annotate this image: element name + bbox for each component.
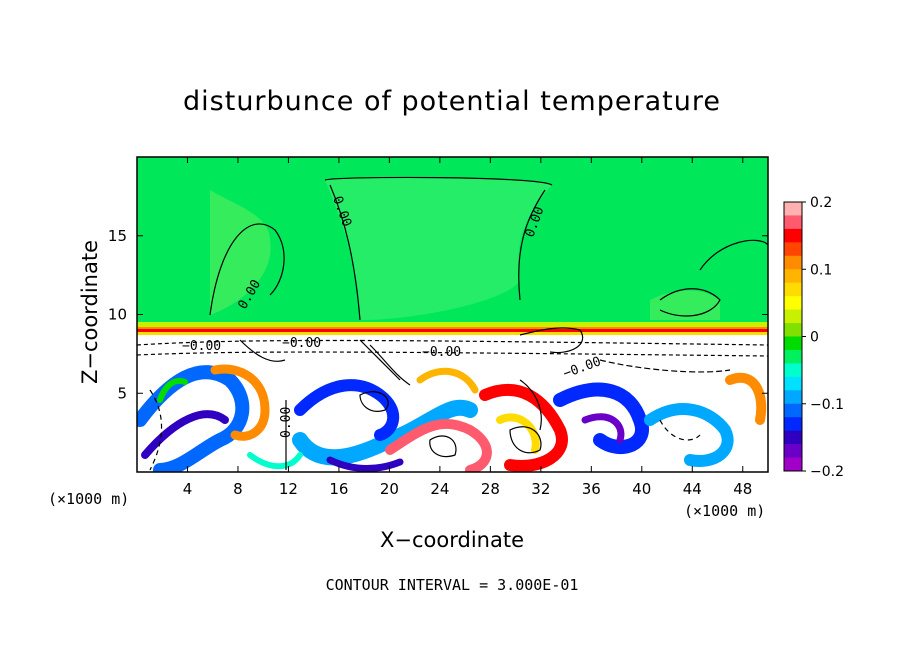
x-tick-label: 12 <box>279 480 298 498</box>
colorbar-swatch <box>784 309 802 324</box>
colorbar-swatch <box>784 457 802 472</box>
colorbar-swatch <box>784 363 802 378</box>
colorbar-swatch <box>784 376 802 391</box>
contour-label: −0.00 <box>182 339 221 354</box>
colorbar-swatch <box>784 202 802 216</box>
heatmap-field: 0.00 0.00 0.00 −0.00 −0.00 −0.00 −0.00 0… <box>137 157 768 472</box>
colorbar-swatch <box>784 215 802 230</box>
contour-label: −0.00 <box>422 345 461 360</box>
colorbar-swatch <box>784 296 802 311</box>
y-axis: 5 10 15 <box>108 227 768 402</box>
x-axis-label: X−coordinate <box>380 528 524 552</box>
colorbar-swatch <box>784 403 802 418</box>
contour-interval-note: CONTOUR INTERVAL = 3.000E-01 <box>325 576 579 594</box>
colorbar-swatch <box>784 390 802 405</box>
colorbar-swatch <box>784 269 802 284</box>
x-tick-label: 28 <box>481 480 500 498</box>
colorbar-swatch <box>784 349 802 364</box>
chart-title: disturbunce of potential temperature <box>183 86 721 117</box>
colorbar-tick-label: 0.2 <box>810 195 832 211</box>
x-axis: 4 8 12 16 20 24 28 32 36 40 44 48 <box>183 157 752 498</box>
colorbar-swatch <box>784 242 802 257</box>
x-tick-label: 44 <box>683 480 702 498</box>
x-tick-label: 36 <box>582 480 601 498</box>
x-tick-label: 20 <box>380 480 399 498</box>
x-unit-label: (×1000 m) <box>684 502 766 520</box>
x-unit-label: (×1000 m) <box>48 490 130 508</box>
colorbar-tick-label: 0 <box>810 330 819 346</box>
colorbar-swatch <box>784 336 802 351</box>
y-tick-label: 5 <box>117 384 127 402</box>
colorbar-swatch <box>784 282 802 297</box>
colorbar-swatch <box>784 323 802 337</box>
colorbar-swatch <box>784 228 802 243</box>
colorbar: 0.2 0.1 0 −0.1 −0.2 <box>783 195 844 480</box>
y-tick-label: 15 <box>108 227 127 245</box>
colorbar-swatch <box>784 430 802 445</box>
colorbar-swatch <box>784 417 802 432</box>
colorbar-tick-label: 0.1 <box>810 262 832 278</box>
x-tick-label: 8 <box>233 480 243 498</box>
colorbar-swatch <box>784 444 802 459</box>
x-tick-label: 16 <box>329 480 348 498</box>
contour-label: −0.00 <box>282 336 321 351</box>
colorbar-swatch <box>784 255 802 270</box>
x-tick-label: 48 <box>733 480 752 498</box>
y-axis-label: Z−coordinate <box>78 240 102 384</box>
x-tick-label: 32 <box>531 480 550 498</box>
contour-label: 0.00 <box>279 407 294 438</box>
x-tick-label: 24 <box>430 480 449 498</box>
x-tick-label: 4 <box>183 480 193 498</box>
x-tick-label: 40 <box>632 480 651 498</box>
colorbar-tick-label: −0.2 <box>810 464 844 480</box>
colorbar-tick-label: −0.1 <box>810 397 844 413</box>
y-tick-label: 10 <box>108 306 127 324</box>
